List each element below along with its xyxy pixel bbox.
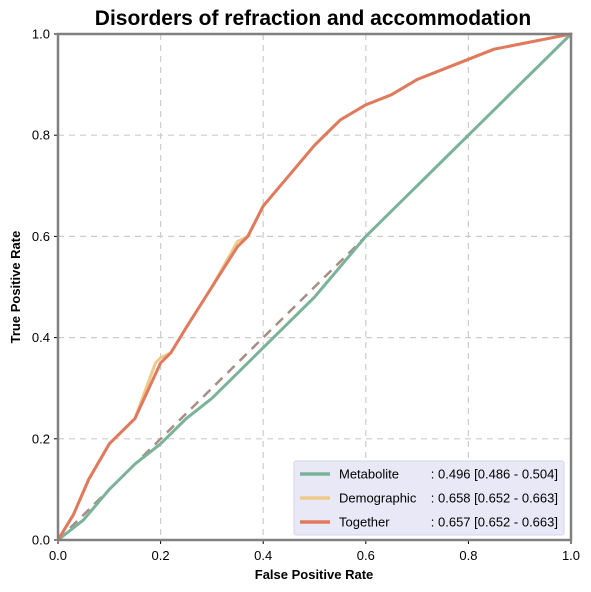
y-axis-label: True Positive Rate xyxy=(8,231,23,344)
x-tick-label: 0.4 xyxy=(254,548,272,563)
y-axis-ticks: 0.0 0.2 0.4 0.6 0.8 1.0 xyxy=(32,27,58,548)
y-tick-label: 0.0 xyxy=(32,533,50,548)
y-tick-label: 1.0 xyxy=(32,27,50,42)
legend-box xyxy=(293,460,565,536)
y-tick-label: 0.2 xyxy=(32,431,50,446)
x-tick-label: 0.2 xyxy=(152,548,170,563)
grid xyxy=(58,34,571,540)
plot-frame xyxy=(56,32,573,542)
chart-title: Disorders of refraction and accommodatio… xyxy=(95,7,531,30)
x-axis-ticks: 0.0 0.2 0.4 0.6 0.8 1.0 xyxy=(49,540,580,563)
legend-series-name: Together xyxy=(339,515,390,530)
x-tick-label: 0.8 xyxy=(459,548,477,563)
legend-series-name: Metabolite xyxy=(339,467,399,482)
x-tick-label: 0.0 xyxy=(49,548,67,563)
legend-series-name: Demographic xyxy=(339,491,417,506)
legend: Metabolite : 0.496 [0.486 - 0.504] Demogra… xyxy=(293,460,565,536)
y-tick-label: 0.8 xyxy=(32,128,50,143)
y-tick-label: 0.4 xyxy=(32,330,50,345)
series-line-together xyxy=(56,32,573,542)
plot-lines xyxy=(56,32,573,542)
legend-auc-value: : 0.657 [0.652 - 0.663] xyxy=(431,515,558,530)
legend-auc-value: : 0.658 [0.652 - 0.663] xyxy=(431,491,558,506)
x-axis-label: False Positive Rate xyxy=(255,567,374,582)
y-tick-label: 0.6 xyxy=(32,229,50,244)
legend-auc-value: : 0.496 [0.486 - 0.504] xyxy=(431,467,558,482)
x-tick-label: 0.6 xyxy=(357,548,375,563)
series-line-metabolite xyxy=(56,32,573,542)
x-tick-label: 1.0 xyxy=(562,548,580,563)
